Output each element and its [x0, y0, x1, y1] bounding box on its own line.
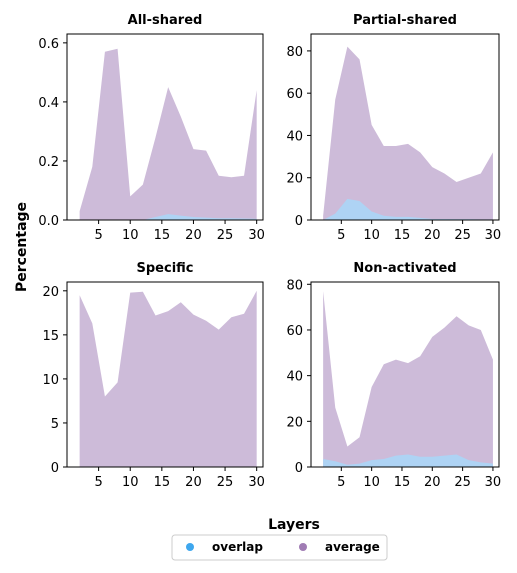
axes-frame-partial-shared — [310, 33, 500, 221]
subplot-non-activated: Non-activated 5 10 15 20 25 30 0 20 40 60 80 — [286, 261, 501, 490]
y-tick-label: 60 — [286, 324, 303, 339]
x-tick-label: 15 — [394, 475, 411, 490]
x-tick-label: 10 — [122, 475, 139, 490]
y-tick-label: 20 — [286, 415, 303, 430]
subplot-all-shared: All-shared 5 10 15 20 25 30 0.0 0.2 0.4 0.6 — [38, 13, 265, 243]
area-average-specific — [79, 290, 257, 467]
subplot-partial-shared: Partial-shared 5 10 15 20 25 30 0 20 40 60 80 — [286, 13, 501, 243]
y-tick-label: 80 — [286, 45, 303, 60]
x-tick-label: 10 — [363, 475, 380, 490]
x-tick-label: 15 — [154, 475, 171, 490]
legend-marker-overlap — [186, 543, 194, 551]
y-tick-label: 15 — [42, 329, 59, 344]
y-tick-label: 40 — [286, 370, 303, 385]
area-overlap-non-activated — [323, 454, 493, 467]
x-tick-label: 10 — [122, 228, 139, 243]
subplot-title-partial-shared: Partial-shared — [353, 13, 457, 28]
y-tick-label: 40 — [286, 129, 303, 144]
subplot-title-all-shared: All-shared — [128, 13, 203, 28]
x-tick-label: 30 — [248, 475, 265, 490]
x-tick-label: 25 — [454, 228, 471, 243]
x-tick-label: 5 — [337, 228, 345, 243]
area-overlap-all-shared — [79, 214, 257, 220]
x-tick-label: 30 — [485, 228, 502, 243]
x-tick-label: 20 — [424, 475, 441, 490]
legend-marker-average — [299, 543, 307, 551]
subplot-title-non-activated: Non-activated — [353, 261, 456, 276]
y-tick-label: 20 — [286, 172, 303, 187]
y-tick-label: 0.6 — [38, 37, 59, 52]
y-tick-label: 10 — [42, 373, 59, 388]
x-tick-label: 30 — [485, 475, 502, 490]
x-tick-label: 5 — [337, 475, 345, 490]
legend: overlap average — [171, 534, 388, 561]
area-average-partial-shared — [323, 46, 493, 220]
y-tick-label: 0.2 — [38, 155, 59, 170]
x-tick-label: 5 — [94, 475, 102, 490]
x-tick-label: 15 — [394, 228, 411, 243]
area-average-non-activated — [323, 291, 493, 467]
subplot-grid: All-shared 5 10 15 20 25 30 0.0 0.2 0.4 0.6 Partial… — [38, 13, 501, 490]
y-tick-label: 0 — [295, 214, 303, 229]
axes-frame-all-shared — [66, 33, 264, 221]
x-tick-label: 15 — [154, 228, 171, 243]
legend-frame — [171, 534, 388, 561]
x-tick-label: 25 — [217, 228, 234, 243]
y-axis-label: Percentage — [14, 202, 30, 292]
y-tick-label: 0.0 — [38, 214, 59, 229]
y-tick-label: 20 — [42, 285, 59, 300]
axes-frame-specific — [66, 281, 264, 468]
y-tick-label: 0 — [51, 461, 59, 476]
x-tick-label: 20 — [424, 228, 441, 243]
y-tick-label: 80 — [286, 278, 303, 293]
y-tick-label: 60 — [286, 87, 303, 102]
subplot-title-specific: Specific — [137, 261, 194, 276]
x-tick-label: 20 — [185, 228, 202, 243]
subplot-specific: Specific 5 10 15 20 25 30 0 5 10 15 20 — [42, 261, 264, 490]
area-average-all-shared — [79, 48, 257, 221]
area-overlap-partial-shared — [323, 198, 493, 220]
x-tick-label: 30 — [248, 228, 265, 243]
x-tick-label: 10 — [363, 228, 380, 243]
x-axis-label: Layers — [268, 517, 320, 533]
axes-frame-non-activated — [310, 281, 500, 468]
y-tick-label: 5 — [51, 417, 59, 432]
legend-label-overlap: overlap — [212, 540, 263, 554]
x-tick-label: 25 — [454, 475, 471, 490]
x-tick-label: 5 — [94, 228, 102, 243]
legend-label-average: average — [325, 540, 380, 554]
y-tick-label: 0.4 — [38, 96, 59, 111]
y-tick-label: 0 — [295, 461, 303, 476]
x-tick-label: 20 — [185, 475, 202, 490]
x-tick-label: 25 — [217, 475, 234, 490]
